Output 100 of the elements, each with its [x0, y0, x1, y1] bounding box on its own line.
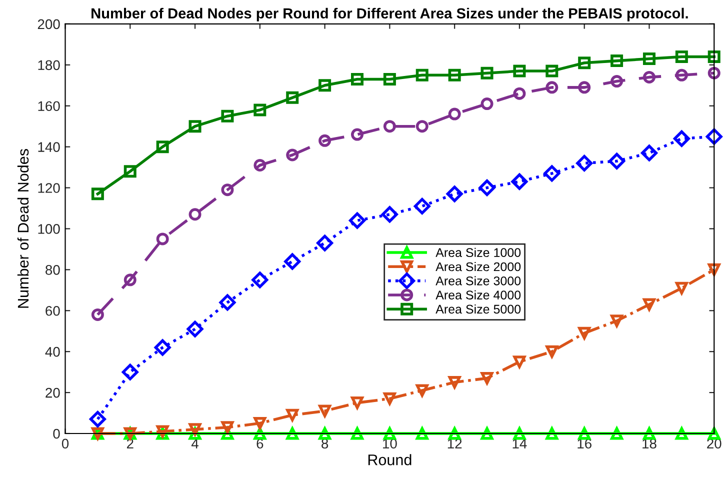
legend-label: Area Size 1000	[436, 248, 521, 258]
point	[608, 152, 626, 170]
point	[156, 232, 169, 246]
point	[578, 56, 591, 70]
point	[124, 274, 136, 286]
point	[513, 87, 526, 100]
point	[91, 308, 104, 321]
point	[350, 427, 364, 440]
point	[675, 68, 688, 82]
point	[511, 173, 528, 190]
y-tick-label: 0	[53, 428, 60, 439]
legend-label: Area Size 4000	[436, 290, 521, 300]
x-tick-label: 14	[512, 438, 527, 448]
point	[156, 140, 169, 154]
point	[480, 98, 494, 110]
point	[254, 158, 266, 172]
point	[546, 345, 558, 358]
point	[186, 320, 204, 338]
point	[513, 356, 526, 368]
point	[448, 68, 461, 82]
point	[350, 128, 364, 141]
point	[640, 144, 658, 162]
point	[318, 404, 332, 418]
point	[578, 427, 591, 440]
point	[673, 130, 690, 147]
point	[546, 81, 558, 94]
point	[708, 50, 720, 63]
point	[286, 408, 299, 422]
legend-label: Area Size 2000	[436, 262, 521, 272]
point	[642, 298, 656, 311]
point	[318, 79, 332, 92]
point	[318, 134, 332, 147]
y-tick-label: 200	[38, 19, 60, 30]
point	[221, 110, 234, 122]
point	[448, 376, 461, 389]
y-tick-label: 160	[38, 101, 60, 112]
point	[316, 234, 334, 252]
point	[675, 427, 688, 440]
point	[416, 120, 428, 133]
point	[284, 253, 301, 270]
point	[610, 314, 624, 328]
point	[675, 50, 688, 63]
point	[478, 180, 496, 196]
point	[610, 75, 624, 88]
legend-label: Area Size 5000	[436, 304, 521, 314]
point	[708, 263, 720, 276]
point	[350, 396, 364, 410]
point	[448, 427, 461, 440]
point	[154, 339, 171, 356]
y-axis-title: Number of Dead Nodes	[17, 149, 29, 308]
point	[546, 427, 558, 440]
point	[708, 66, 720, 80]
point	[221, 184, 234, 196]
point	[544, 165, 560, 182]
point	[221, 421, 234, 434]
point	[348, 212, 366, 229]
y-tick-label: 180	[38, 60, 60, 70]
y-tick-label: 20	[46, 388, 60, 398]
point	[124, 165, 136, 178]
point	[446, 186, 463, 202]
point	[448, 108, 461, 120]
point	[416, 384, 428, 397]
point	[286, 148, 299, 162]
point	[254, 104, 266, 116]
point	[254, 427, 266, 440]
y-tick-label: 40	[45, 346, 60, 357]
point	[416, 68, 428, 82]
point	[122, 364, 138, 380]
point	[642, 52, 656, 66]
point	[350, 72, 364, 86]
point	[706, 128, 722, 145]
point	[219, 294, 236, 311]
point	[252, 272, 268, 288]
point	[383, 72, 396, 86]
x-tick-label: 4	[191, 438, 198, 448]
legend-label: Area Size 3000	[436, 276, 521, 286]
y-tick-label: 80	[46, 265, 60, 275]
point	[642, 70, 656, 84]
point	[416, 427, 428, 440]
point	[513, 64, 526, 78]
point	[513, 427, 526, 440]
x-axis-title: Round	[368, 454, 412, 466]
point	[383, 427, 396, 440]
y-tick-label: 120	[38, 183, 60, 193]
x-tick-label: 0	[62, 438, 69, 449]
point	[188, 120, 202, 133]
point	[383, 120, 396, 133]
point	[480, 427, 494, 440]
point	[318, 427, 332, 440]
point	[254, 417, 266, 430]
point	[578, 81, 591, 94]
point	[576, 154, 593, 172]
point	[610, 54, 624, 68]
point	[642, 427, 656, 440]
y-tick-label: 100	[38, 224, 60, 234]
point	[381, 206, 398, 223]
y-tick-label: 60	[46, 306, 60, 316]
chart-title: Number of Dead Nodes per Round for Different Area Sizes under the PEBAIS protocol.	[92, 8, 688, 22]
point	[480, 66, 494, 80]
point	[188, 208, 202, 221]
